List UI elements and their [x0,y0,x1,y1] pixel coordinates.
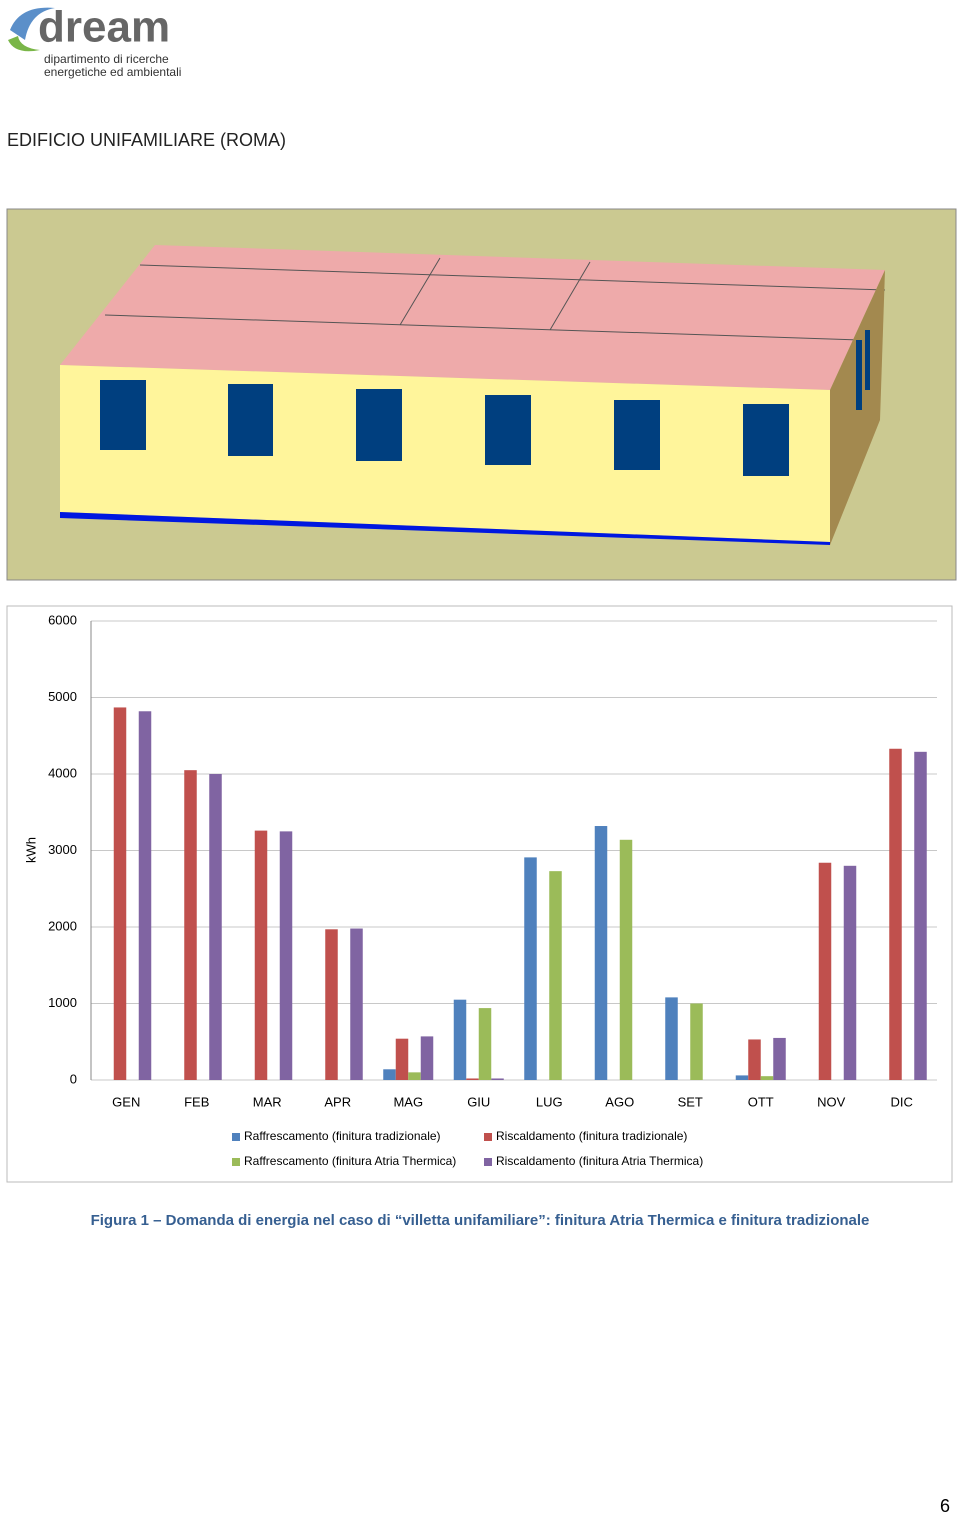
bar [889,748,902,1080]
section-title: EDIFICIO UNIFAMILIARE (ROMA) [7,130,287,150]
bar [420,1036,434,1080]
chart: kWh 0 1000 2000 3000 4000 5000 6000 GEN FEB MAR AP… [6,605,953,1183]
bar [453,999,467,1080]
x-tick-label: LUG [536,1094,563,1109]
bar [760,1076,774,1080]
bar [619,839,633,1080]
x-tick-label: AGO [605,1094,634,1109]
legend-label: Raffrescamento (finitura tradizionale) [244,1129,441,1143]
x-tick-label: GEN [112,1094,140,1109]
bar [690,1003,703,1080]
bar [594,826,608,1080]
chart-frame [6,605,953,1183]
bar [408,1072,421,1080]
bar [254,830,268,1080]
y-tick-label: 1000 [48,995,77,1010]
bar [325,929,338,1080]
bar [491,1078,504,1080]
y-tick-label: 3000 [48,842,77,857]
logo-text: dream [38,3,170,52]
y-tick-label: 5000 [48,689,77,704]
legend-label: Riscaldamento (finitura Atria Thermica) [496,1154,703,1168]
bar [748,1039,761,1080]
bar [843,865,857,1080]
legend-swatch [484,1133,492,1141]
base-strip [60,512,830,545]
building-image [6,208,957,581]
bar [184,770,197,1080]
roof [60,245,885,390]
legend-label: Raffrescamento (finitura Atria Thermica) [244,1154,456,1168]
legend-swatch [232,1133,240,1141]
bar [735,1075,749,1080]
logo-swoosh [10,7,55,40]
legend-swatch [484,1158,492,1166]
y-tick-label: 2000 [48,918,77,933]
bar [665,997,678,1080]
bar [209,774,222,1080]
front-wall [60,365,830,542]
bar [524,857,537,1080]
page-number: 6 [940,1496,951,1516]
x-tick-label: OTT [748,1094,774,1109]
y-tick-label: 6000 [48,612,77,627]
x-tick-label: FEB [184,1094,209,1109]
bar [478,1008,492,1080]
x-tick-label: MAR [253,1094,282,1109]
bar [395,1038,409,1080]
bar [466,1078,479,1080]
bar [113,707,127,1080]
figure-caption: Figura 1 – Domanda di energia nel caso d… [90,1212,870,1229]
x-tick-label: NOV [817,1094,846,1109]
logo-swoosh [8,36,40,52]
y-tick-label: 0 [70,1071,77,1086]
x-tick-label: GIU [467,1094,490,1109]
bar [383,1069,396,1080]
roof-line [104,257,886,341]
x-tick-label: APR [324,1094,351,1109]
x-tick-label: MAG [393,1094,423,1109]
legend-swatch [232,1158,240,1166]
bar [350,928,363,1080]
x-tick-label: SET [678,1094,703,1109]
windows [100,330,870,476]
logo-sub: dipartimento di ricerche [44,52,169,66]
x-tick-label: DIC [891,1094,913,1109]
y-tick-label: 4000 [48,765,77,780]
bar [773,1037,786,1080]
legend-label: Riscaldamento (finitura tradizionale) [496,1129,687,1143]
bar [818,862,832,1080]
logo: dream dipartimento di ricerche energetic… [8,3,181,79]
bar [138,711,152,1080]
bar [549,871,562,1080]
bar [279,831,293,1080]
logo-sub: energetiche ed ambientali [44,65,181,79]
bar [914,751,927,1080]
y-axis-label: kWh [23,837,38,863]
